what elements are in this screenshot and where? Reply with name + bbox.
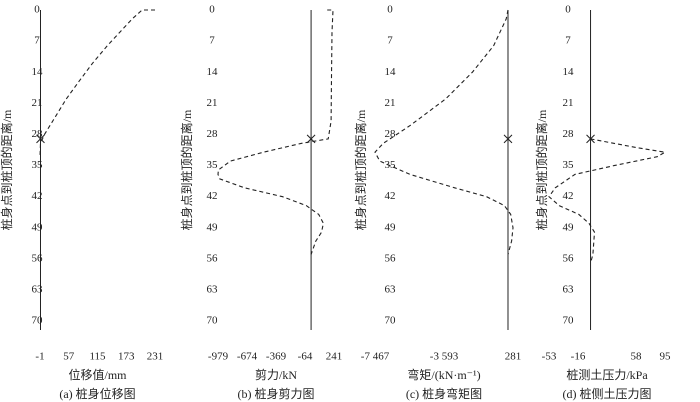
x-tick-label: -64 — [298, 351, 313, 363]
y-tick-label: 35 — [207, 159, 219, 171]
y-tick-label: 42 — [207, 190, 218, 202]
y-tick-label: 56 — [563, 252, 575, 264]
y-axis-label: 桩身点到桩顶的距离/m — [0, 109, 14, 230]
x-tick-label: -7 467 — [361, 351, 390, 363]
y-tick-label: 0 — [34, 4, 40, 16]
y-tick-label: 14 — [563, 66, 575, 78]
x-axis-label: 位移值/mm — [68, 367, 127, 382]
y-tick-label: 14 — [32, 66, 44, 78]
y-tick-label: 63 — [385, 284, 397, 296]
y-tick-label: 14 — [385, 66, 397, 78]
curve — [39, 9, 155, 157]
y-tick-label: 63 — [563, 284, 575, 296]
y-tick-label: 49 — [385, 221, 397, 233]
x-tick-label: 173 — [118, 351, 135, 363]
x-tick-label: -16 — [571, 351, 586, 363]
x-tick-label: -369 — [266, 351, 287, 363]
y-tick-label: 28 — [563, 128, 575, 140]
y-axis-label: 桩身点到桩顶的距离/m — [179, 109, 194, 230]
x-tick-label: 95 — [660, 351, 672, 363]
x-tick-label: 281 — [505, 351, 522, 363]
y-tick-label: 7 — [209, 35, 215, 47]
y-tick-label: 7 — [387, 35, 393, 47]
y-tick-label: 0 — [565, 4, 571, 16]
y-tick-label: 35 — [563, 159, 575, 171]
y-tick-label: 28 — [32, 128, 44, 140]
y-tick-label: 0 — [387, 4, 393, 16]
curve — [548, 138, 667, 264]
y-tick-label: 63 — [32, 284, 44, 296]
y-tick-label: 56 — [385, 252, 397, 264]
y-tick-label: 56 — [32, 252, 44, 264]
y-tick-label: 49 — [32, 221, 44, 233]
y-tick-label: 42 — [32, 190, 43, 202]
y-tick-label: 21 — [385, 97, 396, 109]
y-tick-label: 28 — [385, 128, 397, 140]
y-tick-label: 56 — [207, 252, 219, 264]
y-tick-label: 70 — [207, 315, 219, 327]
x-tick-label: -674 — [237, 351, 258, 363]
y-tick-label: 28 — [207, 128, 219, 140]
x-tick-label: 231 — [147, 351, 164, 363]
x-tick-label: -1 — [35, 351, 44, 363]
curve — [374, 9, 514, 255]
x-tick-label: -979 — [208, 351, 229, 363]
x-tick-label: -3 593 — [430, 351, 459, 363]
y-tick-label: 42 — [385, 190, 396, 202]
y-tick-label: 35 — [32, 159, 44, 171]
x-tick-label: 58 — [631, 351, 643, 363]
y-tick-label: 7 — [34, 35, 40, 47]
y-tick-label: 70 — [385, 315, 397, 327]
y-tick-label: 21 — [563, 97, 574, 109]
caption: (a) 桩身位移图 — [59, 386, 135, 401]
x-axis-label: 弯矩/(kN·m⁻¹) — [407, 367, 480, 382]
y-tick-label: 0 — [209, 4, 215, 16]
y-axis-label: 桩身点到桩顶的距离/m — [353, 109, 368, 230]
x-tick-label: 57 — [63, 351, 75, 363]
x-tick-label: 115 — [89, 351, 106, 363]
y-tick-label: 63 — [207, 284, 219, 296]
y-tick-label: 70 — [32, 315, 44, 327]
x-tick-label: -53 — [542, 351, 557, 363]
x-tick-label: 241 — [326, 351, 343, 363]
curve — [217, 9, 334, 255]
y-tick-label: 7 — [565, 35, 571, 47]
x-axis-label: 桩测土压力/kPa — [566, 367, 648, 382]
caption: (b) 桩身剪力图 — [238, 386, 315, 401]
x-axis-label: 剪力/kN — [255, 367, 297, 382]
y-tick-label: 70 — [563, 315, 575, 327]
y-tick-label: 21 — [207, 97, 218, 109]
y-tick-label: 35 — [385, 159, 397, 171]
y-tick-label: 42 — [563, 190, 574, 202]
y-tick-label: 14 — [207, 66, 219, 78]
y-tick-label: 49 — [563, 221, 575, 233]
y-tick-label: 49 — [207, 221, 219, 233]
caption: (d) 桩侧土压力图 — [563, 386, 652, 401]
y-tick-label: 21 — [32, 97, 43, 109]
marker — [503, 134, 513, 144]
marker — [36, 134, 45, 144]
y-axis-label: 桩身点到桩顶的距离/m — [534, 109, 549, 230]
caption: (c) 桩身弯矩图 — [406, 386, 482, 401]
